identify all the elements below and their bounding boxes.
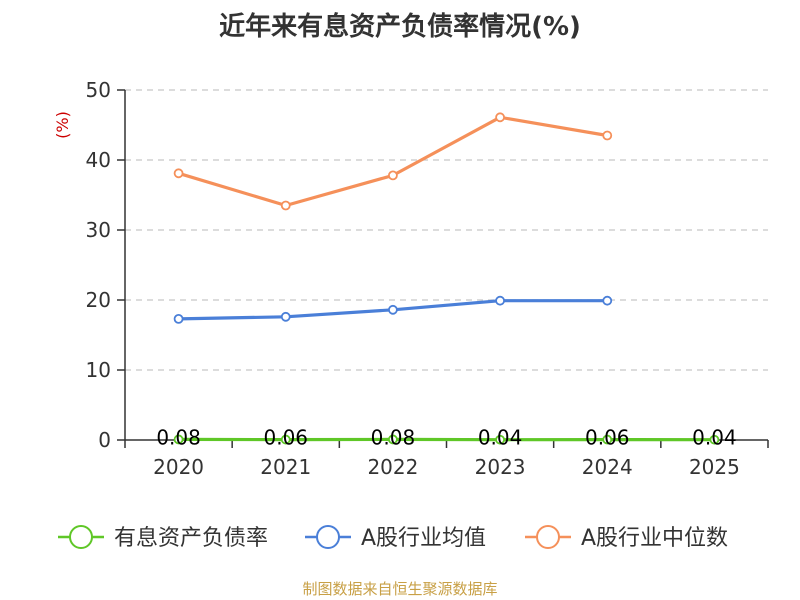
data-label: 0.08 bbox=[156, 425, 201, 449]
data-point bbox=[173, 168, 184, 179]
y-axis-unit-label: (%) bbox=[53, 111, 72, 139]
legend-label: 有息资产负债率 bbox=[114, 526, 268, 551]
y-tick-label: 50 bbox=[86, 78, 111, 102]
chart-title: 近年来有息资产负债率情况(%) bbox=[219, 12, 581, 42]
legend-label: A股行业中位数 bbox=[581, 526, 728, 551]
legend: 有息资产负债率 A股行业均值 A股行业中位数 bbox=[58, 525, 728, 551]
data-point bbox=[602, 130, 613, 141]
data-point bbox=[388, 170, 398, 181]
source-note: 制图数据来自恒生聚源数据库 bbox=[302, 580, 498, 598]
legend-marker bbox=[316, 525, 340, 549]
legend-item: 有息资产负债率 bbox=[58, 525, 268, 551]
x-tick-label: 2025 bbox=[689, 455, 740, 479]
y-tick-label: 0 bbox=[98, 428, 111, 452]
series-line bbox=[178, 115, 608, 208]
data-label: 0.04 bbox=[478, 426, 523, 450]
y-tick-label: 10 bbox=[86, 358, 111, 382]
legend-item: A股行业均值 bbox=[305, 525, 486, 551]
data-point bbox=[280, 434, 291, 445]
legend-marker bbox=[69, 525, 93, 549]
data-label: 0.06 bbox=[585, 426, 630, 450]
data-point bbox=[602, 295, 613, 306]
data-point bbox=[388, 304, 398, 315]
grid-lines bbox=[125, 89, 768, 371]
data-point bbox=[280, 311, 291, 322]
legend-marker bbox=[536, 525, 560, 549]
y-tick-label: 20 bbox=[86, 288, 111, 312]
data-point bbox=[388, 434, 398, 445]
data-point bbox=[173, 434, 184, 445]
x-tick-label: 2020 bbox=[153, 455, 204, 479]
y-tick-label: 30 bbox=[86, 218, 111, 242]
data-point bbox=[173, 313, 184, 324]
data-point bbox=[709, 434, 720, 445]
data-labels: 0.08 0.06 0.08 0.04 0.06 0.04 bbox=[156, 425, 736, 449]
x-tick-label: 2022 bbox=[367, 455, 418, 479]
x-tick-label: 2021 bbox=[260, 455, 311, 479]
data-point bbox=[495, 295, 505, 306]
legend-item: A股行业中位数 bbox=[525, 525, 728, 551]
axes: 0 10 20 30 40 50 2020 2021 2022 2023 2024 2025 (%) bbox=[53, 78, 769, 479]
data-point bbox=[602, 434, 613, 445]
series-lines bbox=[173, 112, 720, 445]
x-tick-label: 2023 bbox=[475, 455, 526, 479]
data-label: 0.08 bbox=[371, 425, 416, 449]
data-label: 0.06 bbox=[263, 426, 308, 450]
data-point bbox=[280, 200, 291, 211]
y-tick-label: 40 bbox=[86, 148, 111, 172]
legend-label: A股行业均值 bbox=[361, 526, 486, 551]
data-point bbox=[495, 112, 505, 123]
x-tick-label: 2024 bbox=[582, 455, 633, 479]
data-label: 0.04 bbox=[692, 426, 737, 450]
data-point bbox=[495, 434, 505, 445]
